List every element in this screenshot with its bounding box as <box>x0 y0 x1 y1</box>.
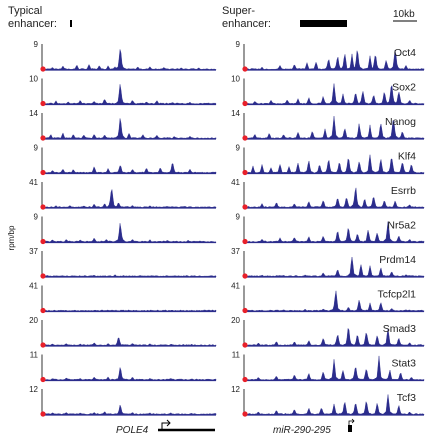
track-scale-label: 41 <box>29 282 38 291</box>
track-start-marker <box>242 273 248 279</box>
track-factor-label: Oct4 <box>394 47 416 59</box>
signal-track-tcf3-right <box>243 394 425 416</box>
right-tss-arrow-icon <box>348 418 355 425</box>
right-gene-model-mark <box>348 425 352 432</box>
signal-track-klf4-right <box>243 154 425 174</box>
signal-track-sox2-left <box>41 84 217 105</box>
right-panel-title-line1: Super- <box>222 5 255 17</box>
track-factor-label: Prdm14 <box>379 254 416 266</box>
track-scale-label: 41 <box>29 178 38 187</box>
signal-track-smad3-right <box>243 327 425 347</box>
track-factor-label: Nr5a2 <box>387 220 416 232</box>
track-scale-label: 10 <box>231 75 240 84</box>
track-factor-label: Tcfcp2l1 <box>377 289 416 301</box>
signal-track-esrrb-right <box>243 187 425 209</box>
track-factor-label: Tcf3 <box>397 392 416 404</box>
track-scale-label: 11 <box>232 351 241 360</box>
track-start-marker <box>242 66 248 72</box>
left-enhancer-region-bar <box>70 20 72 27</box>
left-panel-title-line1: Typical <box>8 5 42 17</box>
track-start-marker <box>40 100 46 107</box>
track-scale-label: 12 <box>231 385 240 394</box>
signal-track-klf4-left <box>41 163 217 174</box>
scale-bar-label: 10kb <box>393 9 415 20</box>
left-panel-title-line2: enhancer: <box>8 18 57 30</box>
signal-track-smad3-left <box>41 337 217 347</box>
track-start-marker <box>242 307 248 314</box>
track-start-marker <box>40 204 46 210</box>
track-start-marker <box>242 342 248 348</box>
track-scale-label: 9 <box>34 40 39 49</box>
track-factor-label: Smad3 <box>383 323 416 335</box>
track-scale-label: 9 <box>34 144 39 153</box>
signal-track-nr5a2-left <box>41 223 217 243</box>
signal-track-prdm14-right <box>243 256 425 278</box>
track-start-marker <box>40 342 46 348</box>
track-scale-label: 12 <box>29 385 38 394</box>
track-start-marker <box>242 411 248 417</box>
signal-track-nanog-left <box>41 118 217 140</box>
track-scale-label: 10 <box>29 75 38 84</box>
track-factor-label: Esrrb <box>391 185 416 197</box>
track-scale-label: 14 <box>29 109 38 118</box>
track-scale-label: 41 <box>231 178 240 187</box>
track-start-marker <box>242 100 248 107</box>
track-scale-label: 9 <box>236 213 241 222</box>
track-start-marker <box>242 204 248 210</box>
track-scale-label: 9 <box>236 144 241 153</box>
track-start-marker <box>40 135 46 141</box>
signal-track-sox2-right <box>243 83 425 105</box>
signal-track-esrrb-left <box>41 189 217 209</box>
right-panel-title-line2: enhancer: <box>222 18 271 30</box>
track-factor-label: Nanog <box>385 116 416 128</box>
track-start-marker <box>242 169 248 176</box>
signal-track-nanog-right <box>243 116 425 140</box>
signal-track-stat3-left <box>41 367 217 381</box>
track-factor-label: Klf4 <box>398 151 416 163</box>
signal-track-stat3-right <box>243 355 425 381</box>
left-gene-label: POLE4 <box>116 425 149 436</box>
right-enhancer-region-bar <box>300 20 347 27</box>
track-start-marker <box>40 169 46 176</box>
track-scale-label: 20 <box>231 316 240 325</box>
signal-track-oct4-right <box>243 50 425 71</box>
signal-track-tcfcp2l1-right <box>243 290 425 312</box>
track-scale-label: 9 <box>236 40 241 49</box>
y-axis-label: rpm/bp <box>7 225 16 250</box>
signal-track-nr5a2-right <box>243 221 425 243</box>
tracks-group: 9 9 Oct4 10 10 Sox2 14 14 Nanog 9 9 Klf4 41 41 Esrrb 9 9… <box>29 40 425 417</box>
track-factor-label: Stat3 <box>391 358 416 370</box>
right-gene-label: miR-290-295 <box>273 425 331 436</box>
track-start-marker <box>40 66 46 72</box>
track-start-marker <box>242 238 248 245</box>
track-scale-label: 41 <box>231 282 240 291</box>
track-start-marker <box>40 273 46 279</box>
track-scale-label: 14 <box>231 109 240 118</box>
track-start-marker <box>40 307 46 314</box>
signal-track-oct4-left <box>41 49 217 71</box>
track-scale-label: 11 <box>30 351 39 360</box>
track-start-marker <box>242 135 248 141</box>
left-tss-arrow-icon <box>161 419 171 430</box>
track-factor-label: Sox2 <box>392 82 416 94</box>
track-scale-label: 9 <box>34 213 39 222</box>
track-start-marker <box>40 376 46 383</box>
track-start-marker <box>40 238 46 245</box>
track-scale-label: 20 <box>29 316 38 325</box>
track-start-marker <box>242 376 248 383</box>
track-start-marker <box>40 411 46 417</box>
signal-track-tcf3-left <box>41 404 217 416</box>
track-scale-label: 37 <box>231 247 240 256</box>
track-scale-label: 37 <box>29 247 38 256</box>
